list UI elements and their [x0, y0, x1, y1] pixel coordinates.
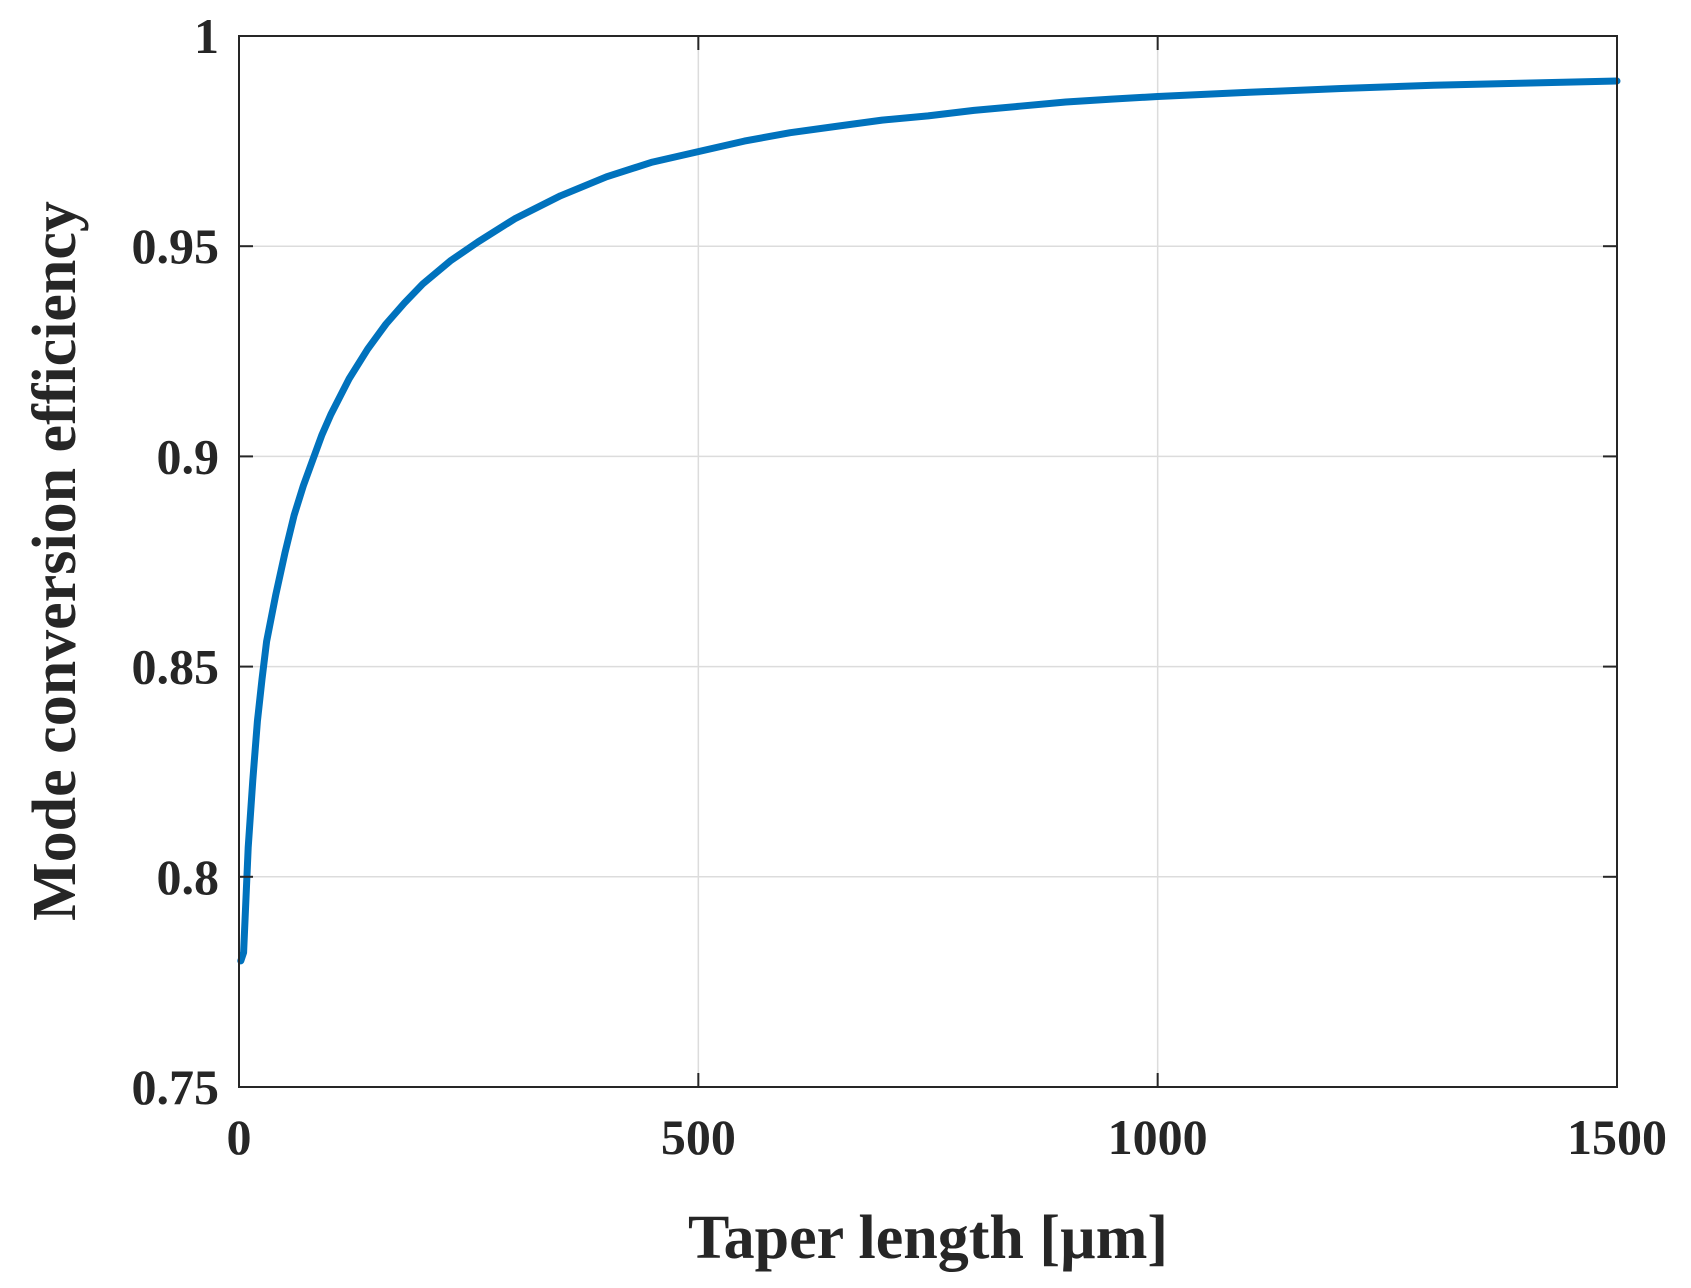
y-tick-label: 0.8: [157, 849, 220, 905]
tick-marks: [238, 35, 1618, 1088]
series-group: [237, 77, 1621, 965]
y-tick-label: 0.75: [132, 1059, 220, 1115]
x-tick-label: 1000: [1108, 1109, 1208, 1165]
x-tick-label: 1500: [1567, 1109, 1667, 1165]
x-tick-label: 500: [661, 1109, 736, 1165]
axes-frame: [238, 35, 1618, 1088]
x-tick-labels: 0 500 1000 1500: [227, 1109, 1668, 1165]
y-tick-label: 1: [194, 8, 219, 64]
x-axis-label: Taper length [µm]: [688, 1204, 1168, 1272]
y-tick-labels: 0.75 0.8 0.85 0.9 0.95 1: [132, 8, 220, 1115]
series-line: [237, 77, 1621, 965]
y-tick-label: 0.85: [132, 639, 220, 695]
y-tick-label: 0.95: [132, 218, 220, 274]
plot-area: [239, 36, 1617, 1087]
x-tick-label: 0: [227, 1109, 252, 1165]
y-tick-label: 0.9: [157, 428, 220, 484]
y-axis-label: Mode conversion efficiency: [21, 201, 89, 921]
